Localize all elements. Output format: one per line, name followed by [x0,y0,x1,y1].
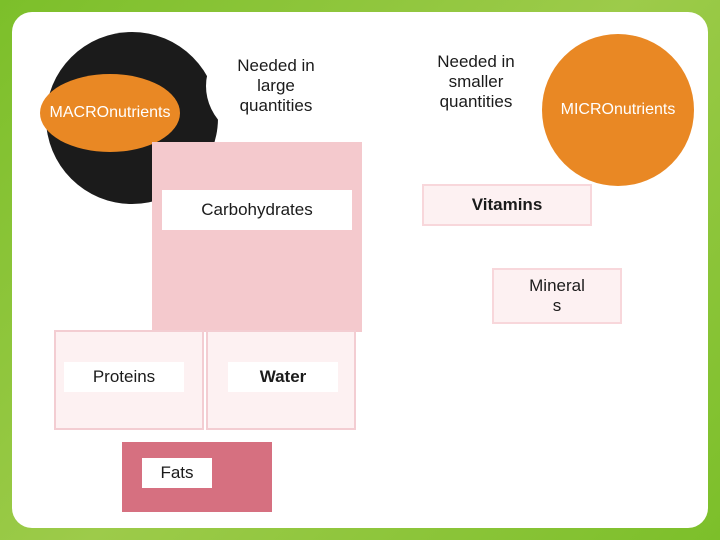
inner-card: MACROnutrients Needed in large quantitie… [12,12,708,528]
macro-desc-text: Needed in large quantities [237,56,315,116]
water-text: Water [260,367,307,387]
water-box: Water [228,362,338,392]
micro-label-circle: MICROnutrients [542,34,694,186]
vitamins-box: Vitamins [422,184,592,226]
minerals-text: Mineral s [529,276,585,316]
carbohydrates-text: Carbohydrates [201,200,313,220]
micro-desc-circle: Needed in smaller quantities [406,22,546,142]
macro-desc-circle: Needed in large quantities [206,26,346,146]
macro-label-text: MACROnutrients [50,104,171,122]
fats-text: Fats [160,463,193,483]
vitamins-text: Vitamins [472,195,543,215]
fats-box: Fats [142,458,212,488]
micro-desc-text: Needed in smaller quantities [437,52,515,112]
carbohydrates-bg-box [152,142,362,332]
micro-label-text: MICROnutrients [561,101,676,119]
minerals-box: Mineral s [492,268,622,324]
proteins-text: Proteins [93,367,155,387]
carbohydrates-box: Carbohydrates [162,190,352,230]
outer-frame: MACROnutrients Needed in large quantitie… [0,0,720,540]
proteins-box: Proteins [64,362,184,392]
macro-label-circle: MACROnutrients [40,74,180,152]
